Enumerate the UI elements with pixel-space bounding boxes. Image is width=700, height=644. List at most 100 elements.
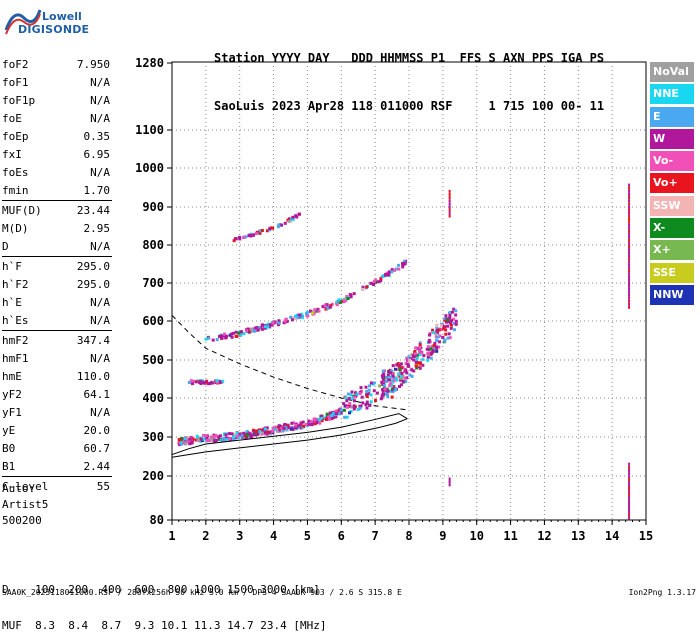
echo-point — [261, 325, 265, 329]
echo-point — [447, 320, 451, 324]
echo-point — [380, 394, 384, 398]
echo-point — [291, 215, 295, 219]
echo-point — [187, 435, 191, 439]
param-name: foF1 — [2, 76, 29, 89]
echo-point — [399, 378, 403, 382]
echo-point — [223, 334, 227, 338]
echo-point — [313, 419, 317, 423]
echo-point — [628, 302, 631, 306]
echo-point — [263, 326, 267, 330]
param-name: foE — [2, 112, 22, 125]
param-row: MUF(D) 23.44 — [2, 202, 110, 220]
echo-point — [181, 441, 185, 445]
echo-point — [329, 304, 333, 308]
logo-wave-icon — [4, 9, 42, 35]
echo-point — [354, 391, 358, 395]
echo-point — [414, 361, 418, 365]
echo-point — [268, 227, 272, 231]
echo-point — [258, 231, 262, 235]
echo-point — [372, 283, 376, 287]
echo-point — [260, 327, 264, 331]
echo-point — [435, 323, 439, 327]
legend-item-x-: X- — [650, 218, 694, 239]
echo-point — [414, 346, 418, 350]
echo-point — [628, 235, 631, 239]
echo-point — [220, 336, 224, 340]
x-tick-label: 2 — [202, 529, 209, 543]
echo-point — [418, 366, 422, 370]
echo-point — [448, 202, 451, 206]
echo-point — [421, 363, 425, 367]
y-tick-label: 600 — [142, 314, 164, 328]
logo-brand: Lowell — [42, 10, 82, 23]
echo-point — [306, 314, 310, 318]
echo-point — [390, 268, 394, 272]
echo-point — [279, 426, 283, 430]
param-row: yF2 64.1 — [2, 386, 110, 404]
echo-point — [291, 427, 295, 431]
echo-point — [390, 395, 394, 399]
echo-point — [419, 362, 423, 366]
echo-point — [334, 415, 338, 419]
param-row: yE 20.0 — [2, 422, 110, 440]
echo-point — [284, 317, 288, 321]
echo-point — [396, 372, 400, 376]
echo-point — [410, 374, 414, 378]
echo-point — [208, 382, 212, 386]
echo-point — [431, 349, 435, 353]
param-value: 2.95 — [83, 222, 111, 235]
echo-point — [266, 322, 270, 326]
param-row: foE N/A — [2, 110, 110, 128]
echo-point — [260, 428, 264, 432]
echo-point — [269, 323, 273, 327]
echo-point — [189, 439, 193, 443]
echo-point — [628, 293, 631, 297]
param-value: 64.1 — [83, 388, 111, 401]
echo-point — [310, 423, 314, 427]
echo-point — [265, 426, 269, 430]
echo-point — [399, 383, 403, 387]
echo-point — [237, 331, 241, 335]
echo-point — [395, 267, 399, 271]
echo-point — [220, 334, 224, 338]
echo-point — [422, 354, 426, 358]
auto-scaling-info: Auto: Artist5 500200 — [2, 481, 48, 529]
param-name: hmE — [2, 370, 22, 383]
echo-point — [393, 367, 397, 371]
echo-point — [323, 304, 327, 308]
legend-item-vo-: Vo- — [650, 151, 694, 172]
echo-point — [346, 392, 350, 396]
echo-point — [228, 333, 232, 337]
echo-point — [359, 386, 363, 390]
echo-point — [454, 322, 458, 326]
echo-point — [373, 399, 377, 403]
echo-point — [415, 359, 419, 363]
param-name: yE — [2, 424, 16, 437]
echo-point — [365, 285, 369, 289]
param-row: foF1 N/A — [2, 74, 110, 92]
echo-point — [628, 232, 631, 236]
echo-point — [443, 338, 447, 342]
echo-point — [452, 317, 456, 321]
echo-point — [628, 192, 631, 196]
echo-point — [330, 302, 334, 306]
echo-point — [628, 223, 631, 227]
echo-point — [628, 275, 631, 279]
echo-point — [179, 440, 183, 444]
echo-point — [245, 436, 249, 440]
legend-item-ssw: SSW — [650, 195, 694, 216]
echo-point — [385, 376, 389, 380]
echo-point — [312, 417, 316, 421]
echo-point — [252, 433, 256, 437]
echo-point — [383, 383, 387, 387]
echo-point — [367, 392, 371, 396]
echo-point — [448, 189, 451, 193]
echo-point — [239, 333, 243, 337]
echo-point — [390, 384, 394, 388]
echo-point — [446, 324, 450, 328]
echo-point — [628, 516, 631, 520]
echo-point — [235, 434, 239, 438]
distance-muf-table: D 100 200 400 600 800 1000 1500 3000 [km… — [2, 560, 327, 644]
echo-point — [296, 315, 300, 319]
echo-point — [628, 465, 631, 469]
